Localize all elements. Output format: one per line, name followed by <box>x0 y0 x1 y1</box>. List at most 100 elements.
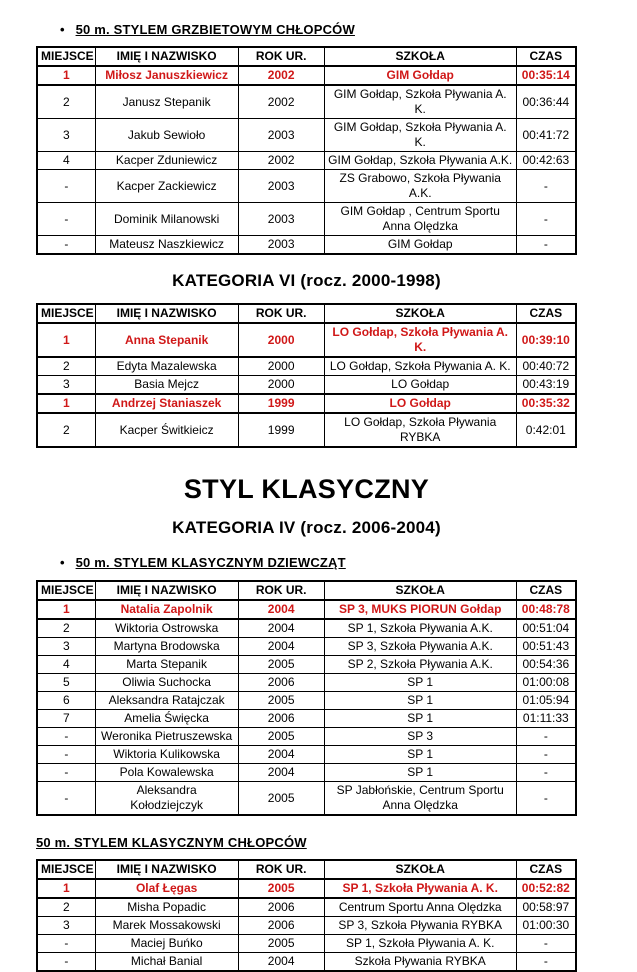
cell-school: SP 1, Szkoła Pływania A.K. <box>323 618 517 638</box>
cell-name: Oliwia Suchocka <box>94 673 239 692</box>
cell-school: GIM Gołdap, Szkoła Pływania A. K. <box>323 118 517 152</box>
bullet-icon: • <box>60 22 65 37</box>
winner-row: 1 Olaf Łęgas 2005 SP 1, Szkoła Pływania A. … <box>36 878 577 899</box>
cell-name: Mateusz Naszkiewicz <box>94 235 239 255</box>
winner-row: 1 Natalia Zapolnik 2004 SP 3, MUKS PIORUN G… <box>36 599 577 620</box>
cell-place: 6 <box>36 691 96 710</box>
cell-name: Anna Stepanik <box>94 322 239 358</box>
cell-time: 00:42:63 <box>515 151 577 170</box>
cell-year: 2005 <box>237 878 325 899</box>
cell-place: 1 <box>36 393 96 414</box>
cell-place: 1 <box>36 599 96 620</box>
cell-year: 2000 <box>237 322 325 358</box>
cell-name: Andrzej Staniaszek <box>94 393 239 414</box>
cell-name: Pola Kowalewska <box>94 763 239 782</box>
cell-school: GIM Gołdap <box>323 65 517 86</box>
cell-year: 2000 <box>237 375 325 395</box>
column-header-name: IMIĘ I NAZWISKO <box>94 303 239 324</box>
cell-year: 2003 <box>237 118 325 152</box>
cell-name: Wiktoria Ostrowska <box>94 618 239 638</box>
cell-place: - <box>36 781 96 816</box>
winner-row: 1 Miłosz Januszkiewicz 2002 GIM Gołdap 00:35… <box>36 65 577 86</box>
cell-place: - <box>36 727 96 746</box>
cell-time: 00:35:32 <box>515 393 577 414</box>
column-header-school: SZKOŁA <box>323 303 517 324</box>
cell-name: Olaf Łęgas <box>94 878 239 899</box>
cell-time: 00:39:10 <box>515 322 577 358</box>
table-row: 4 Marta Stepanik 2005 SP 2, Szkoła Pływania… <box>36 655 577 674</box>
table-row: - Dominik Milanowski 2003 GIM Gołdap , Cent… <box>36 202 577 236</box>
cell-time: - <box>515 781 577 816</box>
cell-time: 01:00:30 <box>515 916 577 935</box>
cell-school: LO Gołdap, Szkoła Pływania A. K. <box>323 322 517 358</box>
cell-year: 2005 <box>237 727 325 746</box>
cell-year: 2003 <box>237 202 325 236</box>
cell-year: 2003 <box>237 235 325 255</box>
cell-time: 00:35:14 <box>515 65 577 86</box>
cell-year: 2005 <box>237 655 325 674</box>
cell-time: 00:36:44 <box>515 84 577 119</box>
cell-school: GIM Gołdap, Szkoła Pływania A. K. <box>323 84 517 119</box>
table-row: 2 Misha Popadic 2006 Centrum Sportu Anna Ol… <box>36 897 577 917</box>
cell-school: LO Gołdap <box>323 393 517 414</box>
column-header-time: CZAS <box>515 303 577 324</box>
cell-school: SP 3, Szkoła Pływania RYBKA <box>323 916 517 935</box>
cell-place: 2 <box>36 618 96 638</box>
results-table-backstroke-boys: MIEJSCE IMIĘ I NAZWISKO ROK UR. SZKOŁA CZAS 1… <box>36 46 577 255</box>
cell-time: - <box>515 763 577 782</box>
cell-time: - <box>515 169 577 203</box>
cell-name: Weronika Pietruszewska <box>94 727 239 746</box>
cell-time: 00:43:19 <box>515 375 577 395</box>
cell-school: SP 3, MUKS PIORUN Gołdap <box>323 599 517 620</box>
cell-year: 2006 <box>237 897 325 917</box>
cell-school: LO Gołdap, Szkoła Pływania RYBKA <box>323 412 517 448</box>
cell-place: - <box>36 235 96 255</box>
cell-year: 2002 <box>237 151 325 170</box>
cell-school: Centrum Sportu Anna Olędzka <box>323 897 517 917</box>
cell-year: 2006 <box>237 916 325 935</box>
table-row: - Mateusz Naszkiewicz 2003 GIM Gołdap - <box>36 235 577 255</box>
cell-place: - <box>36 202 96 236</box>
cell-name: Maciej Buńko <box>94 934 239 953</box>
cell-name: Dominik Milanowski <box>94 202 239 236</box>
table-row: - Aleksandra Kołodziejczyk 2005 SP Jabłońsk… <box>36 781 577 816</box>
cell-time: 00:51:43 <box>515 637 577 656</box>
cell-school: LO Gołdap <box>323 375 517 395</box>
cell-school: ZS Grabowo, Szkoła Pływania A.K. <box>323 169 517 203</box>
results-table-breaststroke-boys: MIEJSCE IMIĘ I NAZWISKO ROK UR. SZKOŁA CZAS 1… <box>36 859 577 972</box>
cell-time: 00:48:78 <box>515 599 577 620</box>
cell-year: 2004 <box>237 599 325 620</box>
cell-name: Wiktoria Kulikowska <box>94 745 239 764</box>
cell-year: 1999 <box>237 412 325 448</box>
results-table-kategoria-vi: MIEJSCE IMIĘ I NAZWISKO ROK UR. SZKOŁA CZAS 1… <box>36 303 577 448</box>
cell-year: 2005 <box>237 781 325 816</box>
table-row: - Weronika Pietruszewska 2005 SP 3- <box>36 727 577 746</box>
cell-place: 7 <box>36 709 96 728</box>
table-row: - Kacper Zackiewicz 2003 ZS Grabowo, Szkoła… <box>36 169 577 203</box>
cell-place: 5 <box>36 673 96 692</box>
cell-name: Martyna Brodowska <box>94 637 239 656</box>
cell-time: - <box>515 727 577 746</box>
cell-place: 4 <box>36 151 96 170</box>
winner-row: 1 Andrzej Staniaszek 1999 LO Gołdap 00:35:32 <box>36 393 577 414</box>
cell-place: 3 <box>36 118 96 152</box>
cell-year: 2003 <box>237 169 325 203</box>
column-header-place: MIEJSCE <box>36 859 96 880</box>
table-row: 3 Marek Mossakowski 2006 SP 3, Szkoła Pływa… <box>36 916 577 935</box>
heading-backstroke-boys-label: 50 m. STYLEM GRZBIETOWYM CHŁOPCÓW <box>75 22 355 37</box>
table-row: 2 Wiktoria Ostrowska 2004 SP 1, Szkoła Pływ… <box>36 618 577 638</box>
column-header-year: ROK UR. <box>237 46 325 67</box>
cell-year: 2002 <box>237 84 325 119</box>
cell-year: 2006 <box>237 709 325 728</box>
cell-school: SP 1 <box>323 691 517 710</box>
cell-year: 2000 <box>237 356 325 376</box>
table-row: 3 Jakub Sewioło 2003 GIM Gołdap, Szkoła Pły… <box>36 118 577 152</box>
table-row: 2 Edyta Mazalewska 2000 LO Gołdap, Szkoła P… <box>36 356 577 376</box>
cell-time: 01:05:94 <box>515 691 577 710</box>
cell-time: 00:51:04 <box>515 618 577 638</box>
cell-school: SP 1 <box>323 673 517 692</box>
cell-name: Misha Popadic <box>94 897 239 917</box>
cell-year: 2002 <box>237 65 325 86</box>
heading-backstroke-boys: • 50 m. STYLEM GRZBIETOWYM CHŁOPCÓW <box>36 22 577 37</box>
cell-school: SP 2, Szkoła Pływania A.K. <box>323 655 517 674</box>
